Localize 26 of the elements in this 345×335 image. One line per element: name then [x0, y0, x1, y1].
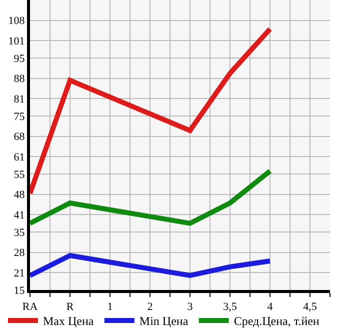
y-tick-label: 55 — [14, 168, 26, 181]
y-tick-label: 28 — [14, 247, 26, 260]
y-tick-label: 61 — [14, 151, 25, 164]
y-tick-label: 35 — [14, 226, 26, 239]
y-tick-label: 75 — [14, 110, 26, 123]
x-tick-label: 3,5 — [223, 301, 238, 314]
y-tick-label: 68 — [14, 131, 26, 144]
y-tick-label: 81 — [14, 93, 25, 106]
y-tick-label: 21 — [14, 267, 25, 280]
legend-label: Сред.Цена, т.йен — [234, 314, 320, 328]
y-tick-label: 101 — [8, 35, 25, 48]
y-tick-label: 95 — [14, 52, 26, 65]
y-tick-label: 108 — [8, 15, 26, 28]
x-tick-label: RA — [22, 301, 38, 314]
x-tick-label: R — [66, 301, 74, 314]
x-tick-label: 2 — [147, 301, 153, 314]
x-tick-label: 4,5 — [303, 301, 318, 314]
y-tick-label: 41 — [14, 209, 25, 222]
y-tick-label: 88 — [14, 73, 26, 86]
y-tick-label: 48 — [14, 189, 26, 202]
legend-label: Min Цена — [139, 314, 189, 328]
x-tick-label: 1 — [107, 301, 113, 314]
legend-label: Max Цена — [43, 314, 94, 328]
x-tick-label: 3 — [187, 301, 194, 314]
x-tick-label: 4 — [267, 301, 274, 314]
y-tick-label: 15 — [14, 284, 26, 297]
